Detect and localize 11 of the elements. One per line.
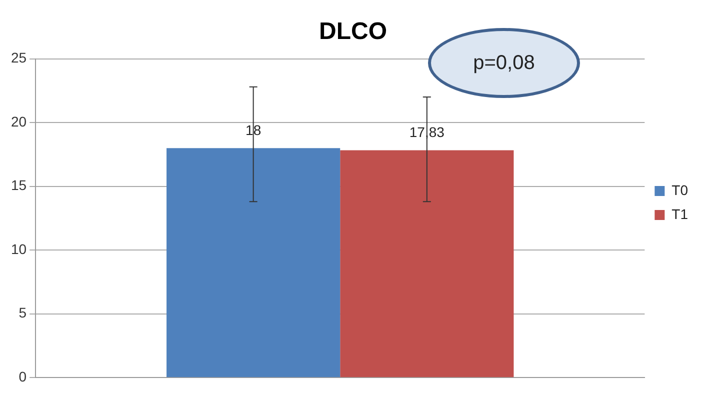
y-tick-label: 5: [18, 304, 27, 321]
y-tick-label: 25: [10, 50, 27, 66]
legend-label: T0: [672, 182, 688, 198]
y-tick-label: 10: [10, 240, 27, 257]
annotation: p=0,08: [473, 52, 535, 74]
y-tick-label: 15: [10, 177, 27, 194]
legend-label: T1: [672, 206, 688, 222]
y-tick-label: 20: [10, 113, 27, 130]
y-tick-label: 0: [18, 368, 27, 384]
chart-title: DLCO: [319, 18, 387, 46]
oval-callout: p=0,08: [428, 28, 580, 98]
